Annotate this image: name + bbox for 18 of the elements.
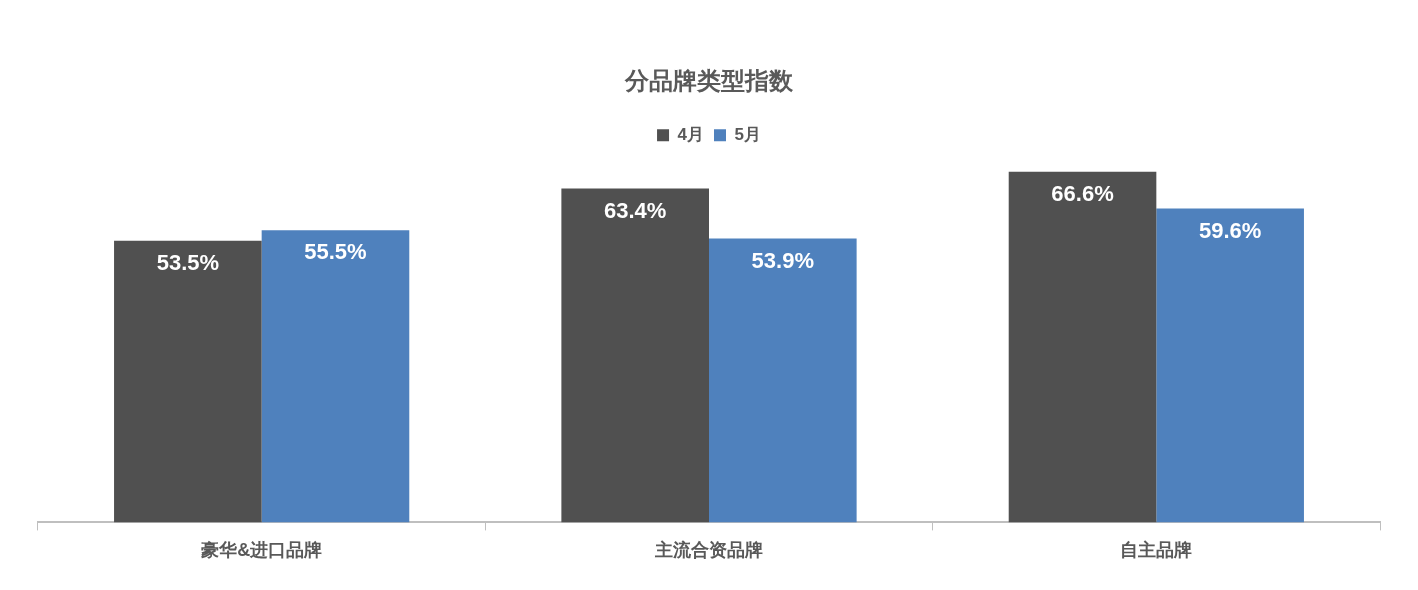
x-tick-label: 自主品牌 [1120,540,1193,561]
bar [1156,208,1304,523]
legend-label: 5月 [734,124,761,144]
data-label: 55.5% [304,239,367,265]
bar [1008,171,1157,523]
data-label: 53.5% [156,249,220,275]
data-label: 53.9% [751,247,815,273]
x-tick-label: 豪华&进口品牌 [200,540,323,561]
legend-label: 4月 [677,124,705,144]
data-label: 59.6% [1198,217,1262,243]
bar [114,240,262,523]
bar [709,238,857,523]
data-label: 66.6% [1051,180,1114,206]
x-tick-label: 主流合资品牌 [654,540,763,561]
chart-title: 分品牌类型指数 [624,67,794,95]
bar [261,230,410,523]
bar [561,188,709,523]
data-label: 63.4% [603,197,667,223]
